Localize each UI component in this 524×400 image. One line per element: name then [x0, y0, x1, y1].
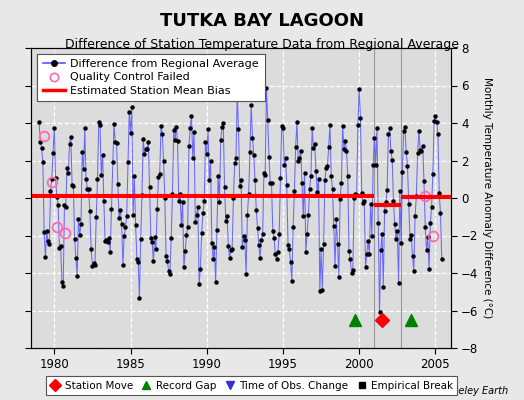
Legend: Difference from Regional Average, Quality Control Failed, Estimated Station Mean: Difference from Regional Average, Qualit… — [37, 54, 265, 101]
Text: Berkeley Earth: Berkeley Earth — [436, 386, 508, 396]
Text: TUTKA BAY LAGOON: TUTKA BAY LAGOON — [160, 12, 364, 30]
Text: Difference of Station Temperature Data from Regional Average: Difference of Station Temperature Data f… — [65, 38, 459, 51]
Y-axis label: Monthly Temperature Anomaly Difference (°C): Monthly Temperature Anomaly Difference (… — [482, 77, 493, 319]
Legend: Station Move, Record Gap, Time of Obs. Change, Empirical Break: Station Move, Record Gap, Time of Obs. C… — [46, 376, 457, 395]
